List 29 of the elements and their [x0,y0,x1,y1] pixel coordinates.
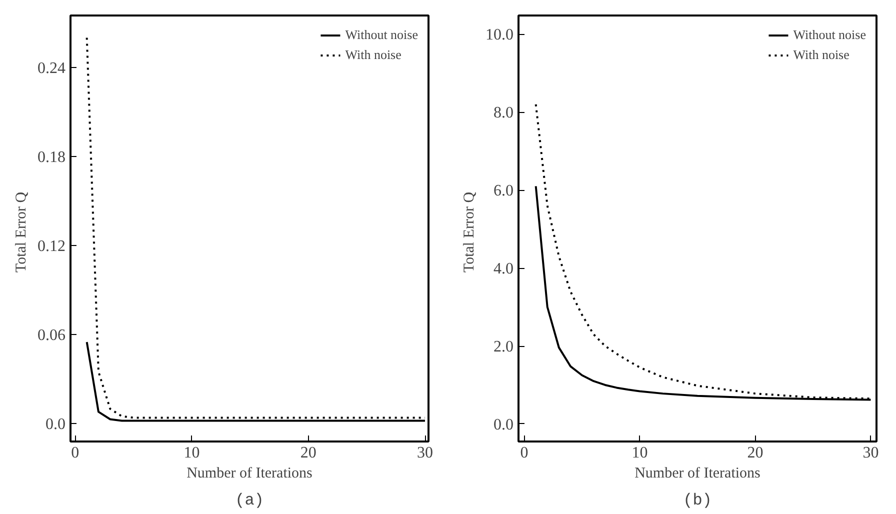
text: (b) [683,492,712,510]
y-tick-label: 4.0 [494,260,514,278]
x-tick-label: 30 [417,444,433,462]
y-tick-label: 2.0 [494,338,514,356]
x-tick-label: 10 [184,444,200,462]
x-tick-label: 30 [862,444,879,462]
x-tick-label: 20 [300,444,316,462]
y-tick-label: 0.24 [38,60,66,77]
y-tick-label: 10.0 [486,26,514,44]
y-tick-label: 0.18 [38,149,66,166]
x-tick-label: 0 [71,444,80,462]
x-tick-label: 0 [520,444,528,462]
legend-label: Without noise [345,27,418,43]
x-tick-label: 10 [632,444,648,462]
x-axis-title: Number of Iterations [186,466,313,482]
y-tick-label: 0.06 [38,327,66,344]
text: (a) [235,492,264,510]
y-tick-label: 8.0 [494,104,514,122]
y-tick-label: 6.0 [494,182,514,200]
legend-label: Without noise [793,27,866,43]
y-tick-label: 0.12 [38,238,66,256]
legend-label: With noise [345,47,402,63]
y-tick-label: 0.0 [494,416,514,434]
y-tick-label: 0.0 [46,416,66,434]
y-axis-title: Total Error Q [14,192,30,273]
x-axis-title: Number of Iterations [634,466,761,482]
x-tick-label: 20 [747,444,764,462]
legend-label: With noise [793,47,850,63]
y-axis-title: Total Error Q [462,192,478,273]
